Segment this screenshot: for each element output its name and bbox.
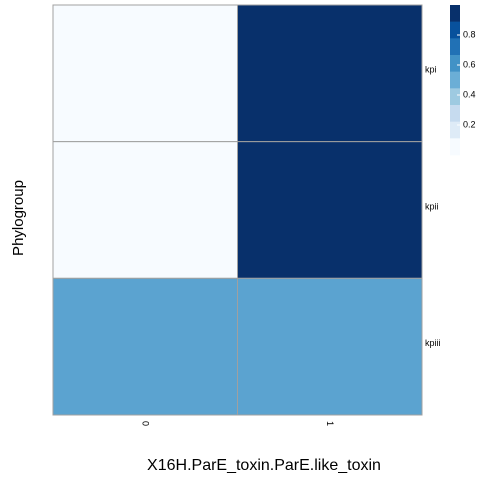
legend-tick-label: 0.2 xyxy=(463,119,476,129)
heatmap-cells xyxy=(52,4,423,416)
heatmap-cell-kpii-1 xyxy=(237,141,423,279)
x-axis-title: X16H.ParE_toxin.ParE.like_toxin xyxy=(147,457,381,474)
heatmap-cell-kpiii-1 xyxy=(237,277,423,416)
legend-swatch xyxy=(450,55,460,72)
legend-tick-label: 0.6 xyxy=(463,59,476,69)
color-legend: 0.2 0.4 0.6 0.8 xyxy=(450,5,476,156)
legend-swatch xyxy=(450,121,460,139)
column-label-0: 0 xyxy=(140,421,150,426)
y-axis-title: Phylogroup xyxy=(10,180,27,256)
heatmap-cell-kpi-0 xyxy=(52,4,238,143)
row-labels: kpi kpii kpiii xyxy=(425,65,441,348)
legend-tick-label: 0.4 xyxy=(463,89,476,99)
row-label-kpi: kpi xyxy=(425,65,437,75)
column-label-1: 1 xyxy=(325,421,335,426)
legend-tick-label: 0.8 xyxy=(463,29,476,39)
heatmap-cell-kpi-1 xyxy=(237,4,423,143)
legend-swatch xyxy=(450,138,460,156)
row-label-kpii: kpii xyxy=(425,201,439,211)
legend-swatch xyxy=(450,38,460,56)
legend-swatch xyxy=(450,88,460,106)
legend-swatch xyxy=(450,5,460,22)
row-label-kpiii: kpiii xyxy=(425,338,441,348)
heatmap-cell-kpiii-0 xyxy=(52,277,238,416)
legend-swatch xyxy=(450,105,460,122)
legend-swatch xyxy=(450,21,460,39)
heatmap-cell-kpii-0 xyxy=(52,141,238,279)
legend-swatch xyxy=(450,71,460,89)
